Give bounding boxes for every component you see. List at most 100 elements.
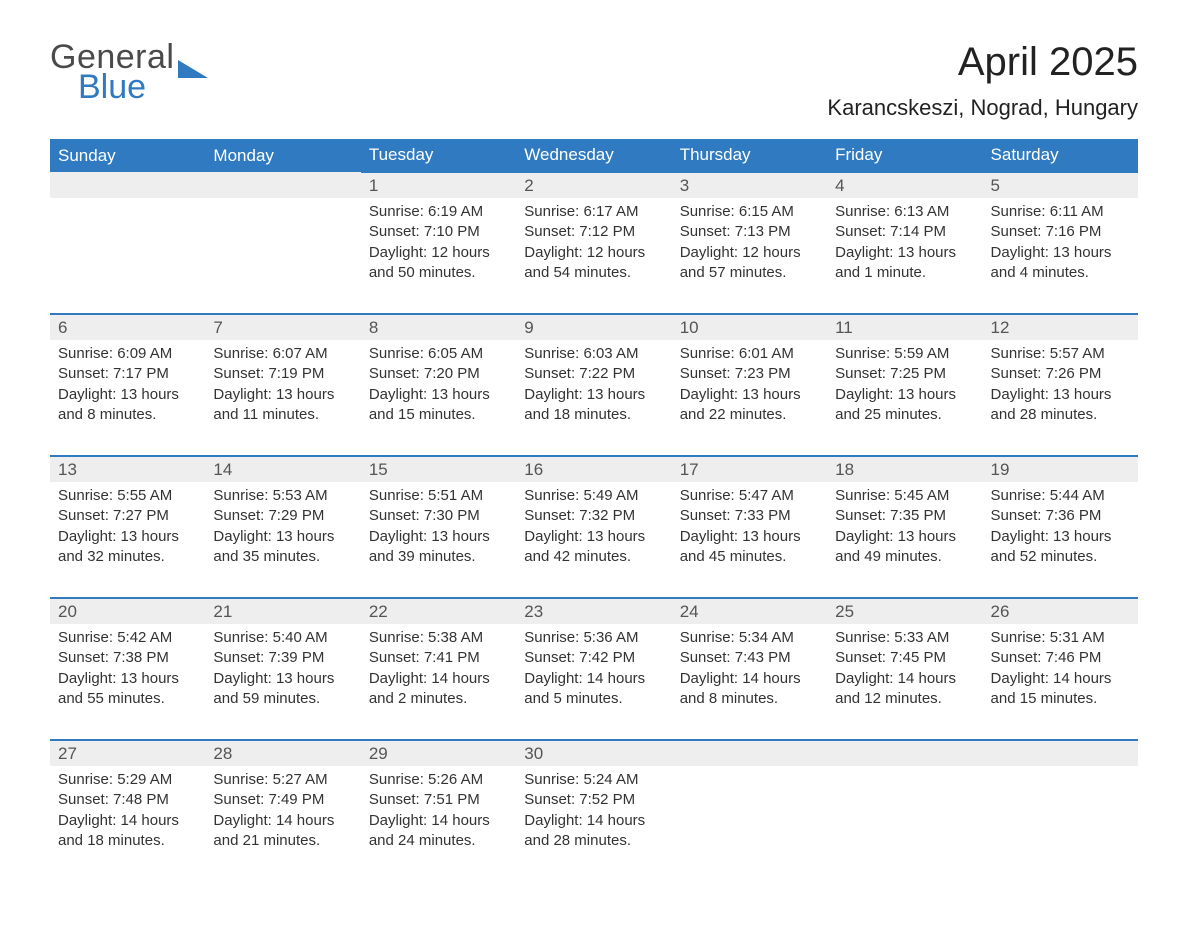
sunset-text: Sunset: 7:49 PM xyxy=(213,790,352,810)
day-detail-cell: Sunrise: 5:57 AMSunset: 7:26 PMDaylight:… xyxy=(983,340,1138,456)
daylight-text: Daylight: 13 hours and 11 minutes. xyxy=(213,385,352,426)
sunset-text: Sunset: 7:14 PM xyxy=(835,222,974,242)
daylight-text: Daylight: 13 hours and 18 minutes. xyxy=(524,385,663,426)
sunrise-text: Sunrise: 5:45 AM xyxy=(835,486,974,506)
sunrise-text: Sunrise: 5:34 AM xyxy=(680,628,819,648)
weekday-header: Friday xyxy=(827,139,982,172)
daylight-text: Daylight: 14 hours and 2 minutes. xyxy=(369,669,508,710)
sunset-text: Sunset: 7:39 PM xyxy=(213,648,352,668)
sunrise-text: Sunrise: 6:19 AM xyxy=(369,202,508,222)
daylight-text: Daylight: 13 hours and 4 minutes. xyxy=(991,243,1130,284)
day-number-cell: 22 xyxy=(361,598,516,624)
daylight-text: Daylight: 14 hours and 5 minutes. xyxy=(524,669,663,710)
sunrise-text: Sunrise: 5:42 AM xyxy=(58,628,197,648)
sunrise-text: Sunrise: 5:40 AM xyxy=(213,628,352,648)
weekday-header: Wednesday xyxy=(516,139,671,172)
day-detail-cell: Sunrise: 5:44 AMSunset: 7:36 PMDaylight:… xyxy=(983,482,1138,598)
daylight-text: Daylight: 13 hours and 59 minutes. xyxy=(213,669,352,710)
week-daynum-row: 27282930 xyxy=(50,740,1138,766)
sunset-text: Sunset: 7:19 PM xyxy=(213,364,352,384)
week-body-row: Sunrise: 6:19 AMSunset: 7:10 PMDaylight:… xyxy=(50,198,1138,314)
sunrise-text: Sunrise: 5:24 AM xyxy=(524,770,663,790)
daylight-text: Daylight: 12 hours and 54 minutes. xyxy=(524,243,663,284)
sunrise-text: Sunrise: 5:53 AM xyxy=(213,486,352,506)
day-detail-cell: Sunrise: 5:47 AMSunset: 7:33 PMDaylight:… xyxy=(672,482,827,598)
sunrise-text: Sunrise: 6:15 AM xyxy=(680,202,819,222)
day-detail-cell: Sunrise: 5:26 AMSunset: 7:51 PMDaylight:… xyxy=(361,766,516,881)
calendar-table: Sunday Monday Tuesday Wednesday Thursday… xyxy=(50,139,1138,881)
sunrise-text: Sunrise: 6:07 AM xyxy=(213,344,352,364)
week-daynum-row: 13141516171819 xyxy=(50,456,1138,482)
weekday-header-row: Sunday Monday Tuesday Wednesday Thursday… xyxy=(50,139,1138,172)
sunrise-text: Sunrise: 5:47 AM xyxy=(680,486,819,506)
sunrise-text: Sunrise: 5:38 AM xyxy=(369,628,508,648)
empty-cell xyxy=(672,766,827,881)
sunrise-text: Sunrise: 5:29 AM xyxy=(58,770,197,790)
sunset-text: Sunset: 7:12 PM xyxy=(524,222,663,242)
sunrise-text: Sunrise: 5:57 AM xyxy=(991,344,1130,364)
daylight-text: Daylight: 14 hours and 12 minutes. xyxy=(835,669,974,710)
sunset-text: Sunset: 7:17 PM xyxy=(58,364,197,384)
empty-cell xyxy=(205,172,360,198)
sunrise-text: Sunrise: 6:13 AM xyxy=(835,202,974,222)
location-subtitle: Karancskeszi, Nograd, Hungary xyxy=(827,95,1138,121)
day-number-cell: 24 xyxy=(672,598,827,624)
sunset-text: Sunset: 7:20 PM xyxy=(369,364,508,384)
header-region: General Blue April 2025 Karancskeszi, No… xyxy=(50,40,1138,121)
day-detail-cell: Sunrise: 6:09 AMSunset: 7:17 PMDaylight:… xyxy=(50,340,205,456)
weekday-header: Saturday xyxy=(983,139,1138,172)
week-body-row: Sunrise: 5:55 AMSunset: 7:27 PM Daylight:… xyxy=(50,482,1138,598)
sunrise-text: Sunrise: 5:55 AM xyxy=(58,486,197,506)
month-title: April 2025 xyxy=(827,40,1138,85)
empty-cell xyxy=(827,740,982,766)
day-number-cell: 25 xyxy=(827,598,982,624)
brand-logo: General Blue xyxy=(50,40,208,104)
day-detail-cell: Sunrise: 5:55 AMSunset: 7:27 PMDaylight:… xyxy=(50,482,205,598)
sunrise-text: Sunrise: 5:51 AM xyxy=(369,486,508,506)
day-detail-cell: Sunrise: 5:40 AMSunset: 7:39 PMDaylight:… xyxy=(205,624,360,740)
day-detail-cell: Sunrise: 5:24 AMSunset: 7:52 PMDaylight:… xyxy=(516,766,671,881)
day-detail-cell: Sunrise: 6:01 AMSunset: 7:23 PMDaylight:… xyxy=(672,340,827,456)
day-detail-cell: Sunrise: 6:11 AMSunset: 7:16 PMDaylight:… xyxy=(983,198,1138,314)
daylight-text: Daylight: 14 hours and 15 minutes. xyxy=(991,669,1130,710)
sunset-text: Sunset: 7:38 PM xyxy=(58,648,197,668)
daylight-text: Daylight: 13 hours and 15 minutes. xyxy=(369,385,508,426)
day-detail-cell: Sunrise: 6:05 AMSunset: 7:20 PMDaylight:… xyxy=(361,340,516,456)
week-body-row: Sunrise: 5:42 AMSunset: 7:38 PM Daylight:… xyxy=(50,624,1138,740)
sunrise-text: Sunrise: 6:11 AM xyxy=(991,202,1130,222)
sunset-text: Sunset: 7:42 PM xyxy=(524,648,663,668)
sunset-text: Sunset: 7:43 PM xyxy=(680,648,819,668)
day-number-cell: 7 xyxy=(205,314,360,340)
sunset-text: Sunset: 7:35 PM xyxy=(835,506,974,526)
day-detail-cell: Sunrise: 6:07 AMSunset: 7:19 PMDaylight:… xyxy=(205,340,360,456)
day-detail-cell: Sunrise: 5:38 AMSunset: 7:41 PMDaylight:… xyxy=(361,624,516,740)
sunset-text: Sunset: 7:27 PM xyxy=(58,506,197,526)
sunrise-text: Sunrise: 5:27 AM xyxy=(213,770,352,790)
empty-cell xyxy=(50,198,205,314)
day-detail-cell: Sunrise: 6:13 AMSunset: 7:14 PMDaylight:… xyxy=(827,198,982,314)
day-detail-cell: Sunrise: 6:17 AMSunset: 7:12 PMDaylight:… xyxy=(516,198,671,314)
sunset-text: Sunset: 7:36 PM xyxy=(991,506,1130,526)
sunrise-text: Sunrise: 5:26 AM xyxy=(369,770,508,790)
weekday-header: Monday xyxy=(205,139,360,172)
sunset-text: Sunset: 7:41 PM xyxy=(369,648,508,668)
empty-cell xyxy=(50,172,205,198)
daylight-text: Daylight: 14 hours and 24 minutes. xyxy=(369,811,508,852)
day-number-cell: 3 xyxy=(672,172,827,198)
sunset-text: Sunset: 7:29 PM xyxy=(213,506,352,526)
day-number-cell: 6 xyxy=(50,314,205,340)
sunrise-text: Sunrise: 6:09 AM xyxy=(58,344,197,364)
day-number-cell: 13 xyxy=(50,456,205,482)
empty-cell xyxy=(983,766,1138,881)
daylight-text: Daylight: 13 hours and 52 minutes. xyxy=(991,527,1130,568)
sunset-text: Sunset: 7:33 PM xyxy=(680,506,819,526)
day-number-cell: 12 xyxy=(983,314,1138,340)
day-number-cell: 16 xyxy=(516,456,671,482)
daylight-text: Daylight: 14 hours and 18 minutes. xyxy=(58,811,197,852)
sunrise-text: Sunrise: 6:01 AM xyxy=(680,344,819,364)
day-number-cell: 21 xyxy=(205,598,360,624)
day-detail-cell: Sunrise: 5:53 AMSunset: 7:29 PMDaylight:… xyxy=(205,482,360,598)
sunset-text: Sunset: 7:30 PM xyxy=(369,506,508,526)
day-number-cell: 10 xyxy=(672,314,827,340)
daylight-text: Daylight: 14 hours and 28 minutes. xyxy=(524,811,663,852)
